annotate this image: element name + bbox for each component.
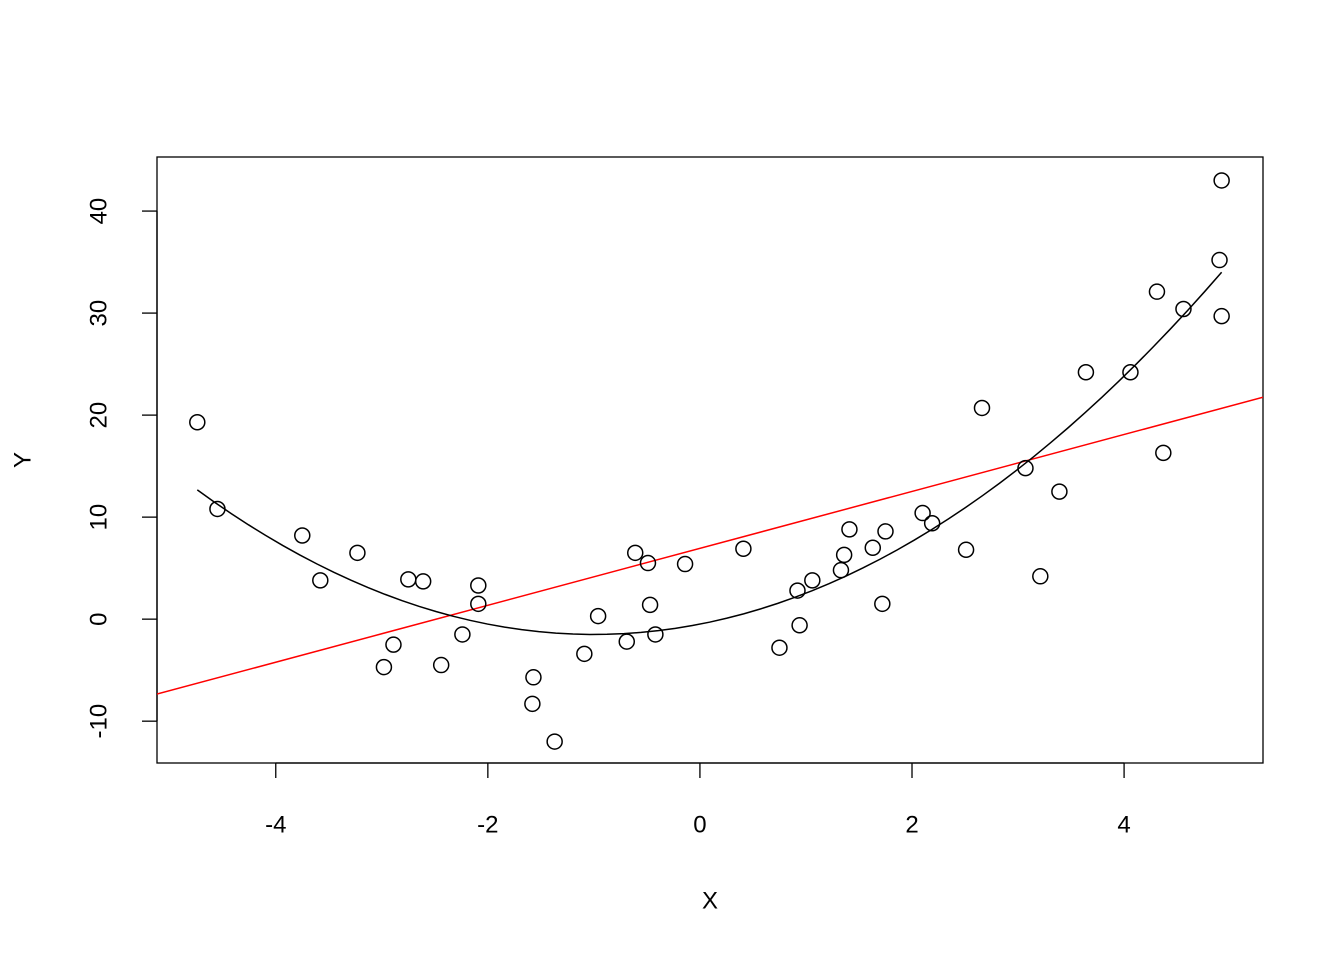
point	[294, 527, 311, 544]
point	[1017, 459, 1034, 477]
point	[470, 577, 487, 594]
point	[400, 571, 417, 588]
point	[973, 399, 991, 417]
point	[957, 541, 975, 559]
x-axis-label: X	[702, 887, 718, 914]
point	[1175, 300, 1192, 318]
plot-frame	[156, 156, 1264, 764]
point	[1122, 364, 1139, 381]
point	[414, 573, 432, 590]
point	[454, 626, 471, 643]
point	[385, 636, 402, 653]
x-tick-label: 4	[1117, 811, 1130, 838]
fit-curve	[196, 271, 1223, 636]
point	[1051, 483, 1068, 500]
point	[789, 582, 806, 599]
point	[1213, 307, 1230, 325]
point	[923, 515, 941, 532]
point	[312, 572, 329, 589]
point	[641, 596, 659, 614]
point	[209, 500, 226, 518]
point	[1077, 364, 1095, 381]
point	[639, 554, 657, 572]
point	[832, 561, 850, 579]
point	[864, 539, 882, 556]
point	[771, 639, 788, 656]
point	[546, 733, 563, 750]
point	[914, 504, 931, 522]
regression-line	[157, 396, 1263, 695]
point	[375, 658, 393, 676]
point	[835, 546, 853, 564]
point	[877, 523, 894, 540]
point	[676, 555, 694, 573]
point	[1148, 283, 1166, 300]
y-tick-label: 40	[85, 198, 112, 225]
point	[626, 544, 644, 562]
y-axis-label: Y	[9, 452, 36, 468]
point	[841, 521, 858, 538]
x-tick-label: -4	[265, 811, 286, 838]
x-tick-label: 0	[693, 811, 706, 838]
y-tick-label: 30	[85, 300, 112, 327]
x-tick-label: 2	[905, 811, 918, 838]
point	[470, 595, 487, 613]
point	[525, 669, 542, 686]
point	[618, 633, 636, 650]
point	[1155, 444, 1172, 462]
point	[1211, 251, 1228, 269]
point	[791, 617, 808, 634]
y-tick-label: 10	[85, 504, 112, 531]
point	[524, 695, 541, 713]
y-tick-label: 20	[85, 402, 112, 429]
point	[804, 572, 821, 589]
point	[432, 656, 450, 674]
point	[589, 607, 607, 625]
y-tick-label: -10	[85, 704, 112, 739]
point	[1213, 172, 1230, 189]
x-tick-label: -2	[477, 811, 498, 838]
point	[349, 544, 366, 562]
point	[647, 626, 664, 643]
y-tick-label: 0	[85, 612, 112, 625]
point	[735, 540, 752, 558]
point	[1032, 568, 1049, 585]
point	[189, 414, 206, 431]
point	[576, 645, 593, 663]
point	[874, 595, 891, 613]
